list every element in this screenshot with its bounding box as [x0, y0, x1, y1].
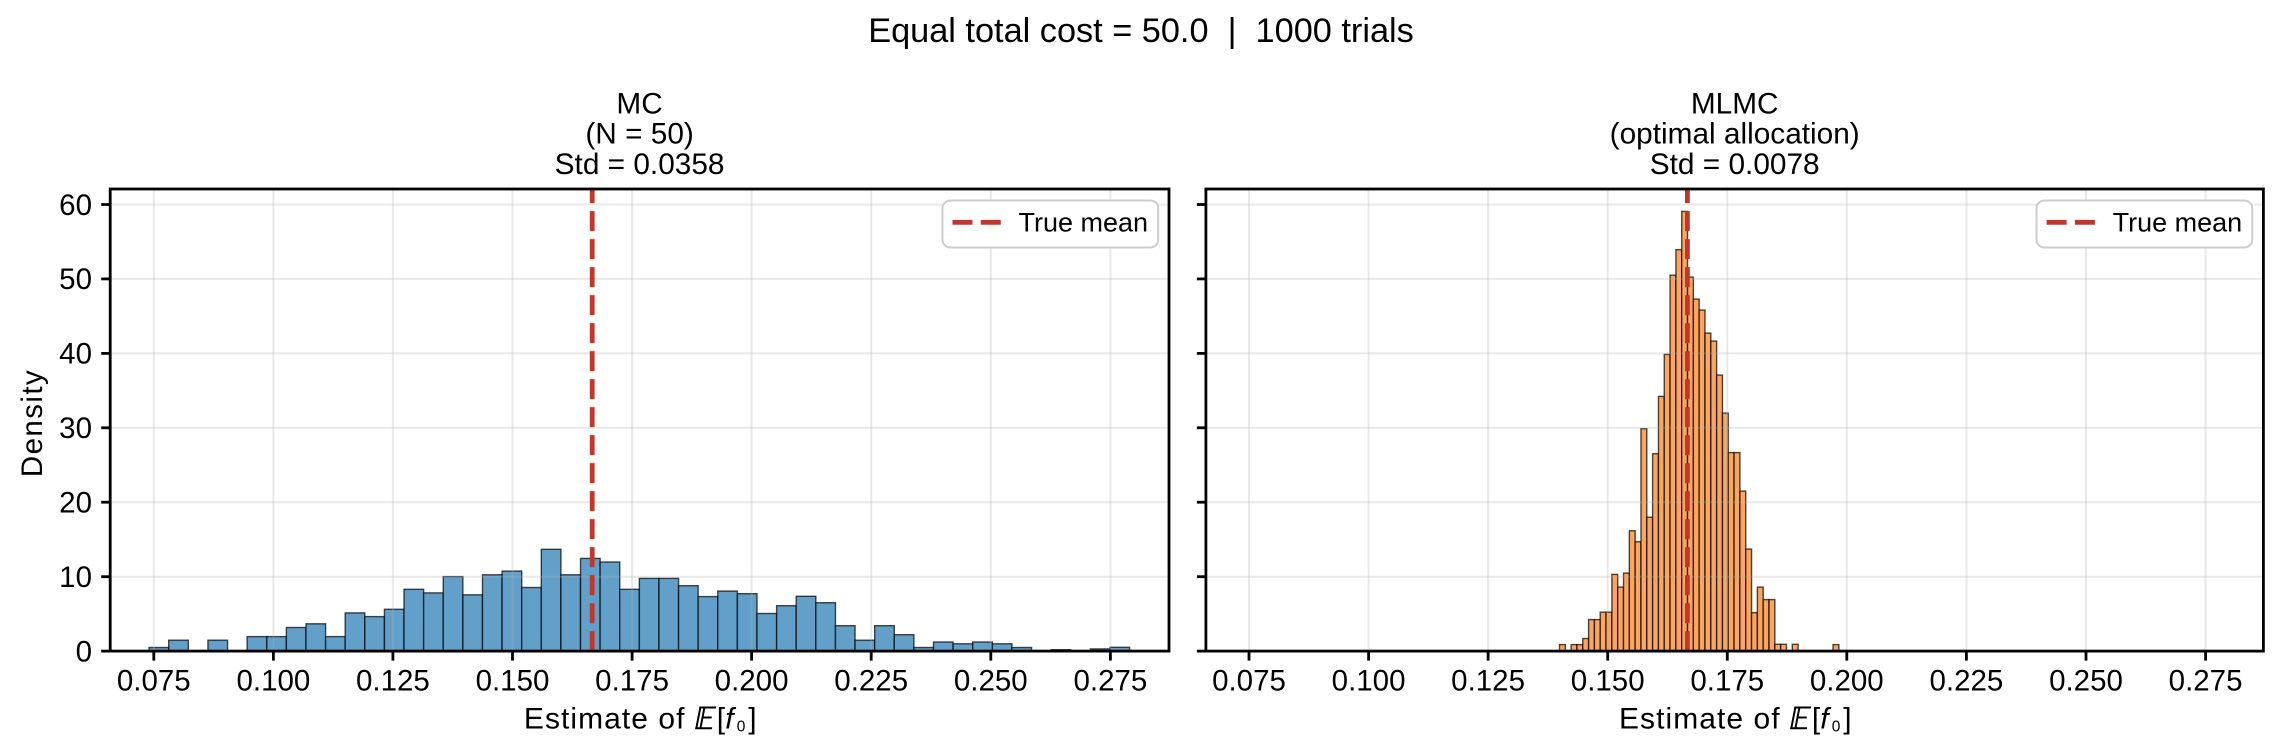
svg-text:0.175: 0.175: [1690, 665, 1764, 698]
svg-text:0.200: 0.200: [715, 665, 789, 698]
svg-text:Estimate of: Estimate of: [524, 702, 686, 735]
svg-text:Std = 0.0358: Std = 0.0358: [555, 148, 725, 181]
svg-text:0.275: 0.275: [2169, 665, 2243, 698]
svg-text:Equal total cost = 50.0 | 10: Equal total cost = 50.0 | 1000 trials: [868, 12, 1414, 50]
svg-text:0.150: 0.150: [1571, 665, 1645, 698]
svg-text:f: f: [1820, 702, 1831, 735]
svg-text:0.100: 0.100: [236, 665, 310, 698]
svg-text:MC: MC: [616, 87, 662, 120]
svg-text:0.200: 0.200: [1810, 665, 1884, 698]
svg-text:0: 0: [76, 635, 92, 668]
svg-text:0.150: 0.150: [476, 665, 550, 698]
svg-text:]: ]: [1843, 702, 1851, 735]
svg-text:Estimate of: Estimate of: [1619, 702, 1781, 735]
svg-text:0.075: 0.075: [1212, 665, 1286, 698]
svg-text:Std = 0.0078: Std = 0.0078: [1650, 148, 1820, 181]
svg-text:0.125: 0.125: [356, 665, 430, 698]
svg-text:0: 0: [1832, 719, 1841, 736]
svg-text:(optimal allocation): (optimal allocation): [1610, 118, 1860, 151]
svg-text:0.075: 0.075: [117, 665, 191, 698]
svg-text:10: 10: [59, 561, 92, 594]
svg-text:True mean: True mean: [1019, 207, 1149, 237]
svg-text:(N = 50): (N = 50): [585, 118, 693, 151]
svg-text:]: ]: [748, 702, 756, 735]
svg-text:0.225: 0.225: [834, 665, 908, 698]
svg-text:30: 30: [59, 412, 92, 445]
svg-text:0.275: 0.275: [1073, 665, 1147, 698]
svg-text:0.225: 0.225: [1929, 665, 2003, 698]
svg-text:0.125: 0.125: [1451, 665, 1525, 698]
svg-text:f: f: [725, 702, 736, 735]
svg-text:0: 0: [737, 719, 746, 736]
svg-text:0.250: 0.250: [2049, 665, 2123, 698]
svg-text:[: [: [1812, 702, 1821, 735]
svg-text:60: 60: [59, 189, 92, 222]
svg-text:Density: Density: [16, 369, 49, 477]
svg-text:MLMC: MLMC: [1691, 87, 1779, 120]
svg-text:True mean: True mean: [2113, 207, 2243, 237]
svg-text:0.100: 0.100: [1332, 665, 1406, 698]
svg-text:[: [: [717, 702, 726, 735]
svg-text:0.250: 0.250: [954, 665, 1028, 698]
svg-text:40: 40: [59, 338, 92, 371]
svg-text:20: 20: [59, 487, 92, 520]
svg-text:50: 50: [59, 263, 92, 296]
svg-text:0.175: 0.175: [595, 665, 669, 698]
